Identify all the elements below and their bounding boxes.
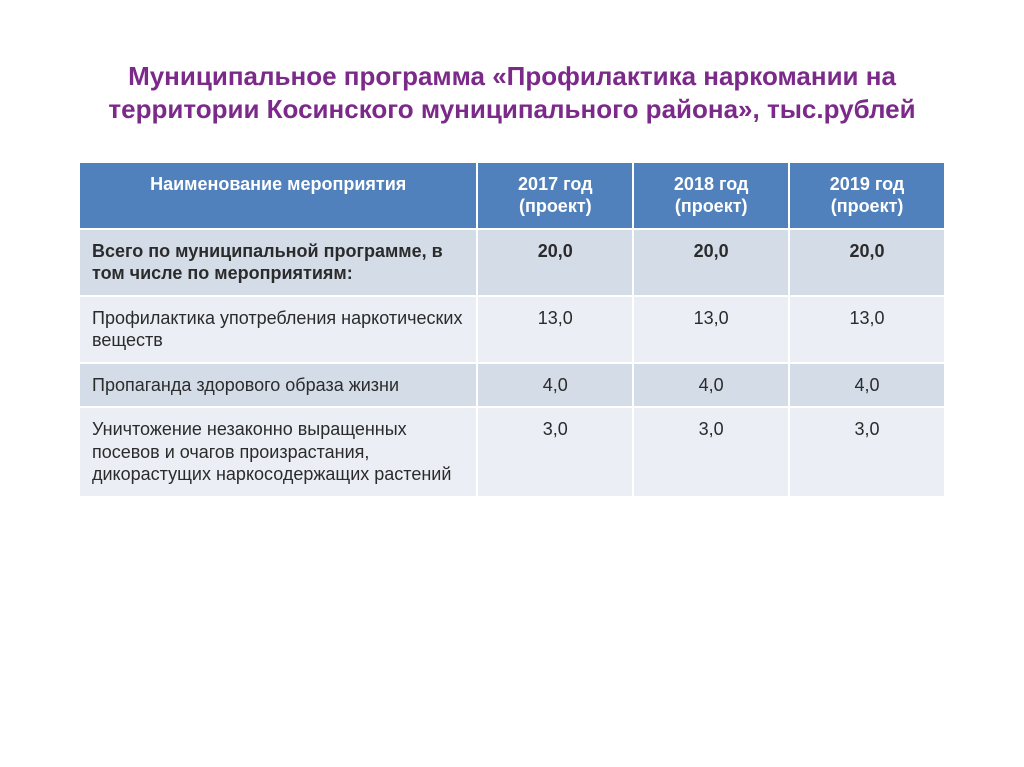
row-label: Уничтожение незаконно выращенных посевов… bbox=[79, 407, 477, 497]
page-title: Муниципальное программа «Профилактика на… bbox=[78, 60, 946, 127]
row-value: 3,0 bbox=[633, 407, 789, 497]
row-label: Всего по муниципальной программе, в том … bbox=[79, 229, 477, 296]
row-value: 20,0 bbox=[633, 229, 789, 296]
row-value: 13,0 bbox=[633, 296, 789, 363]
row-label: Пропаганда здорового образа жизни bbox=[79, 363, 477, 408]
row-label: Профилактика употребления наркотических … bbox=[79, 296, 477, 363]
col-header-2017: 2017 год (проект) bbox=[477, 162, 633, 229]
row-value: 3,0 bbox=[477, 407, 633, 497]
row-value: 20,0 bbox=[789, 229, 945, 296]
row-value: 3,0 bbox=[789, 407, 945, 497]
col-header-name: Наименование мероприятия bbox=[79, 162, 477, 229]
row-value: 20,0 bbox=[477, 229, 633, 296]
row-value: 4,0 bbox=[789, 363, 945, 408]
col-header-2019: 2019 год (проект) bbox=[789, 162, 945, 229]
row-value: 13,0 bbox=[477, 296, 633, 363]
row-value: 4,0 bbox=[477, 363, 633, 408]
col-header-2018: 2018 год (проект) bbox=[633, 162, 789, 229]
budget-table: Наименование мероприятия 2017 год (проек… bbox=[78, 161, 946, 498]
table-row: Пропаганда здорового образа жизни 4,0 4,… bbox=[79, 363, 945, 408]
table-row: Уничтожение незаконно выращенных посевов… bbox=[79, 407, 945, 497]
slide: Муниципальное программа «Профилактика на… bbox=[0, 0, 1024, 498]
row-value: 4,0 bbox=[633, 363, 789, 408]
table-row: Профилактика употребления наркотических … bbox=[79, 296, 945, 363]
table-header-row: Наименование мероприятия 2017 год (проек… bbox=[79, 162, 945, 229]
row-value: 13,0 bbox=[789, 296, 945, 363]
table-row: Всего по муниципальной программе, в том … bbox=[79, 229, 945, 296]
